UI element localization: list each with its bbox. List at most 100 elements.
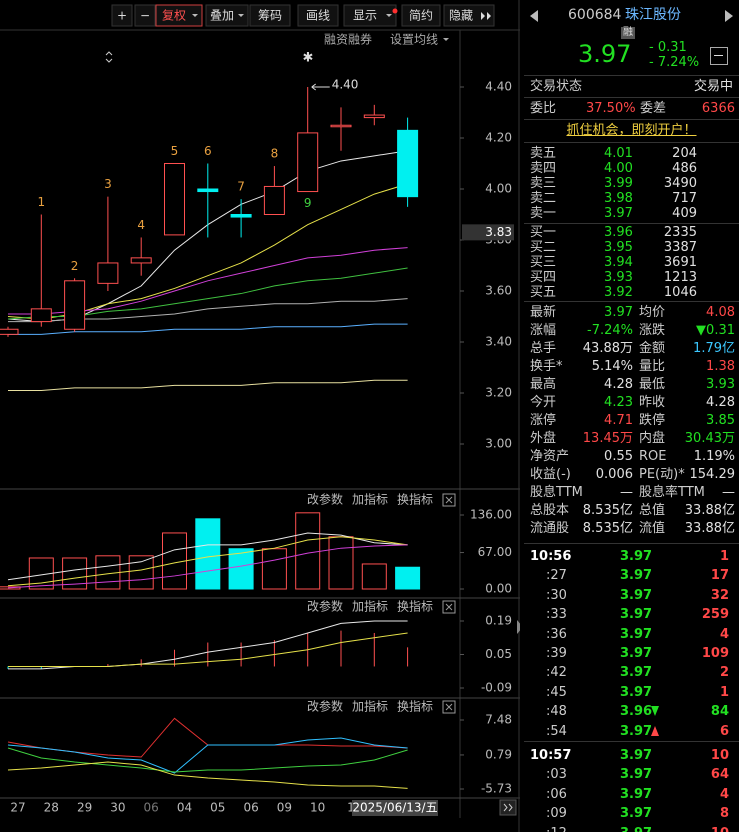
candle-body: [130, 257, 152, 264]
candle-label: 5: [171, 144, 179, 158]
book-price: 3.93: [604, 270, 633, 285]
x-tick-label: 1: [347, 801, 355, 815]
book-price: 3.97: [604, 206, 633, 221]
promo-link[interactable]: 抓住机会，即刻开户！: [566, 123, 697, 138]
stat-value: 33.88亿: [684, 503, 735, 518]
wb: 37.50%: [586, 101, 636, 116]
book-label: 买五: [530, 285, 557, 300]
indicator-button[interactable]: 换指标: [397, 699, 433, 714]
toolbar-button[interactable]: [111, 4, 133, 27]
x-tick-label: 27: [10, 801, 25, 815]
stock-code: 600684: [568, 7, 622, 23]
toolbar-label[interactable]: +: [117, 9, 127, 23]
volume-average: [7, 544, 408, 589]
volume-bar: [295, 512, 321, 590]
indicator-button[interactable]: 改参数: [307, 599, 343, 614]
stat-label: 涨停: [530, 413, 557, 428]
trade-price: 3.97: [620, 806, 653, 822]
trade-volume: 17: [710, 568, 729, 584]
close-button[interactable]: [442, 600, 456, 614]
candle-body: [0, 328, 19, 335]
stat-label: 股息率TTM: [639, 485, 705, 500]
cursor-price: 3.83: [485, 225, 512, 239]
candle-label: 4: [137, 218, 145, 232]
trade-volume: 32: [710, 587, 729, 603]
close-button[interactable]: [442, 700, 456, 714]
prev-button[interactable]: [530, 10, 538, 22]
toolbar-button[interactable]: [343, 4, 397, 27]
stat-value: 4.28: [604, 377, 633, 392]
trade-time: 10:56: [530, 549, 572, 564]
trade-time: :33: [546, 607, 567, 623]
stat-label: ROE: [639, 449, 667, 464]
candle-body: [197, 188, 219, 193]
book-volume: 204: [672, 146, 697, 161]
trade-time: :27: [546, 568, 567, 584]
y-tick-label: 0.00: [485, 582, 512, 596]
toolbar-label[interactable]: 复权: [162, 9, 186, 23]
toolbar-button[interactable]: [443, 4, 495, 27]
indicator-button[interactable]: 改参数: [307, 699, 343, 714]
trade-price: 3.97: [620, 767, 653, 783]
toolbar-label[interactable]: 隐藏: [449, 9, 473, 23]
toolbar-button[interactable]: [401, 4, 441, 27]
stat-value: —: [620, 485, 633, 500]
toolbar-label[interactable]: 叠加: [210, 9, 234, 23]
trade-price: 3.97: [620, 786, 653, 802]
trade-volume: 10: [711, 826, 729, 832]
candle-body: [164, 163, 185, 236]
toolbar-button[interactable]: [134, 4, 156, 27]
volume-average: [7, 532, 408, 581]
close-button[interactable]: [442, 493, 456, 507]
toolbar-label[interactable]: 画线: [306, 9, 330, 23]
candle-body: [230, 214, 252, 218]
scroll-button[interactable]: [499, 799, 517, 816]
y-tick-label: -0.09: [481, 681, 512, 695]
candle-body: [297, 132, 319, 193]
book-label: 买一: [530, 225, 557, 240]
dropdown-caret: [443, 38, 449, 41]
stat-label: 股息TTM: [530, 485, 583, 500]
stat-label: 今开: [530, 395, 557, 410]
collapse-button[interactable]: [710, 47, 728, 65]
indicator-button[interactable]: 换指标: [397, 599, 433, 614]
trade-time: :42: [546, 665, 567, 681]
book-price: 3.94: [604, 255, 633, 270]
book-volume: 3387: [663, 240, 697, 255]
toolbar-button[interactable]: [205, 4, 249, 27]
book-price: 3.92: [604, 285, 633, 300]
toolbar-button[interactable]: [249, 4, 291, 27]
trade-volume: 109: [701, 646, 729, 661]
indicator-button[interactable]: 加指标: [352, 699, 388, 714]
book-label: 卖五: [530, 146, 557, 161]
volume-bar: [128, 555, 154, 590]
trade-time: :39: [546, 646, 567, 661]
book-label: 卖三: [530, 176, 557, 191]
trade-time: :36: [546, 626, 567, 642]
toolbar-label[interactable]: −: [140, 9, 150, 23]
volume-bar: [328, 536, 354, 590]
book-volume: 3490: [663, 176, 697, 191]
toolbar-label[interactable]: 显示: [353, 9, 377, 23]
stat-label: 跌停: [639, 413, 666, 428]
indicator-button[interactable]: 加指标: [352, 492, 388, 507]
trade-time: :03: [546, 767, 567, 783]
chart-link[interactable]: 设置均线: [390, 33, 438, 47]
trade-volume: 6: [719, 723, 729, 739]
event-icon: ✱: [303, 51, 314, 66]
trade-price: 3.97: [620, 684, 653, 700]
toolbar-button[interactable]: [297, 4, 339, 27]
indicator-button[interactable]: 换指标: [397, 492, 433, 507]
collapse-handle[interactable]: [517, 620, 520, 634]
next-button[interactable]: [725, 10, 733, 22]
chart-link[interactable]: 融资融券: [324, 32, 372, 47]
toolbar-label[interactable]: 筹码: [258, 9, 282, 23]
toolbar-button[interactable]: [155, 4, 203, 27]
trade-volume: 1: [719, 684, 729, 700]
indicator-button[interactable]: 加指标: [352, 599, 388, 614]
stat-value: 30.43万: [684, 431, 735, 446]
book-label: 买三: [530, 255, 557, 270]
stat-label: 涨幅: [530, 323, 557, 338]
indicator-button[interactable]: 改参数: [307, 492, 343, 507]
toolbar-label[interactable]: 简约: [409, 8, 433, 23]
